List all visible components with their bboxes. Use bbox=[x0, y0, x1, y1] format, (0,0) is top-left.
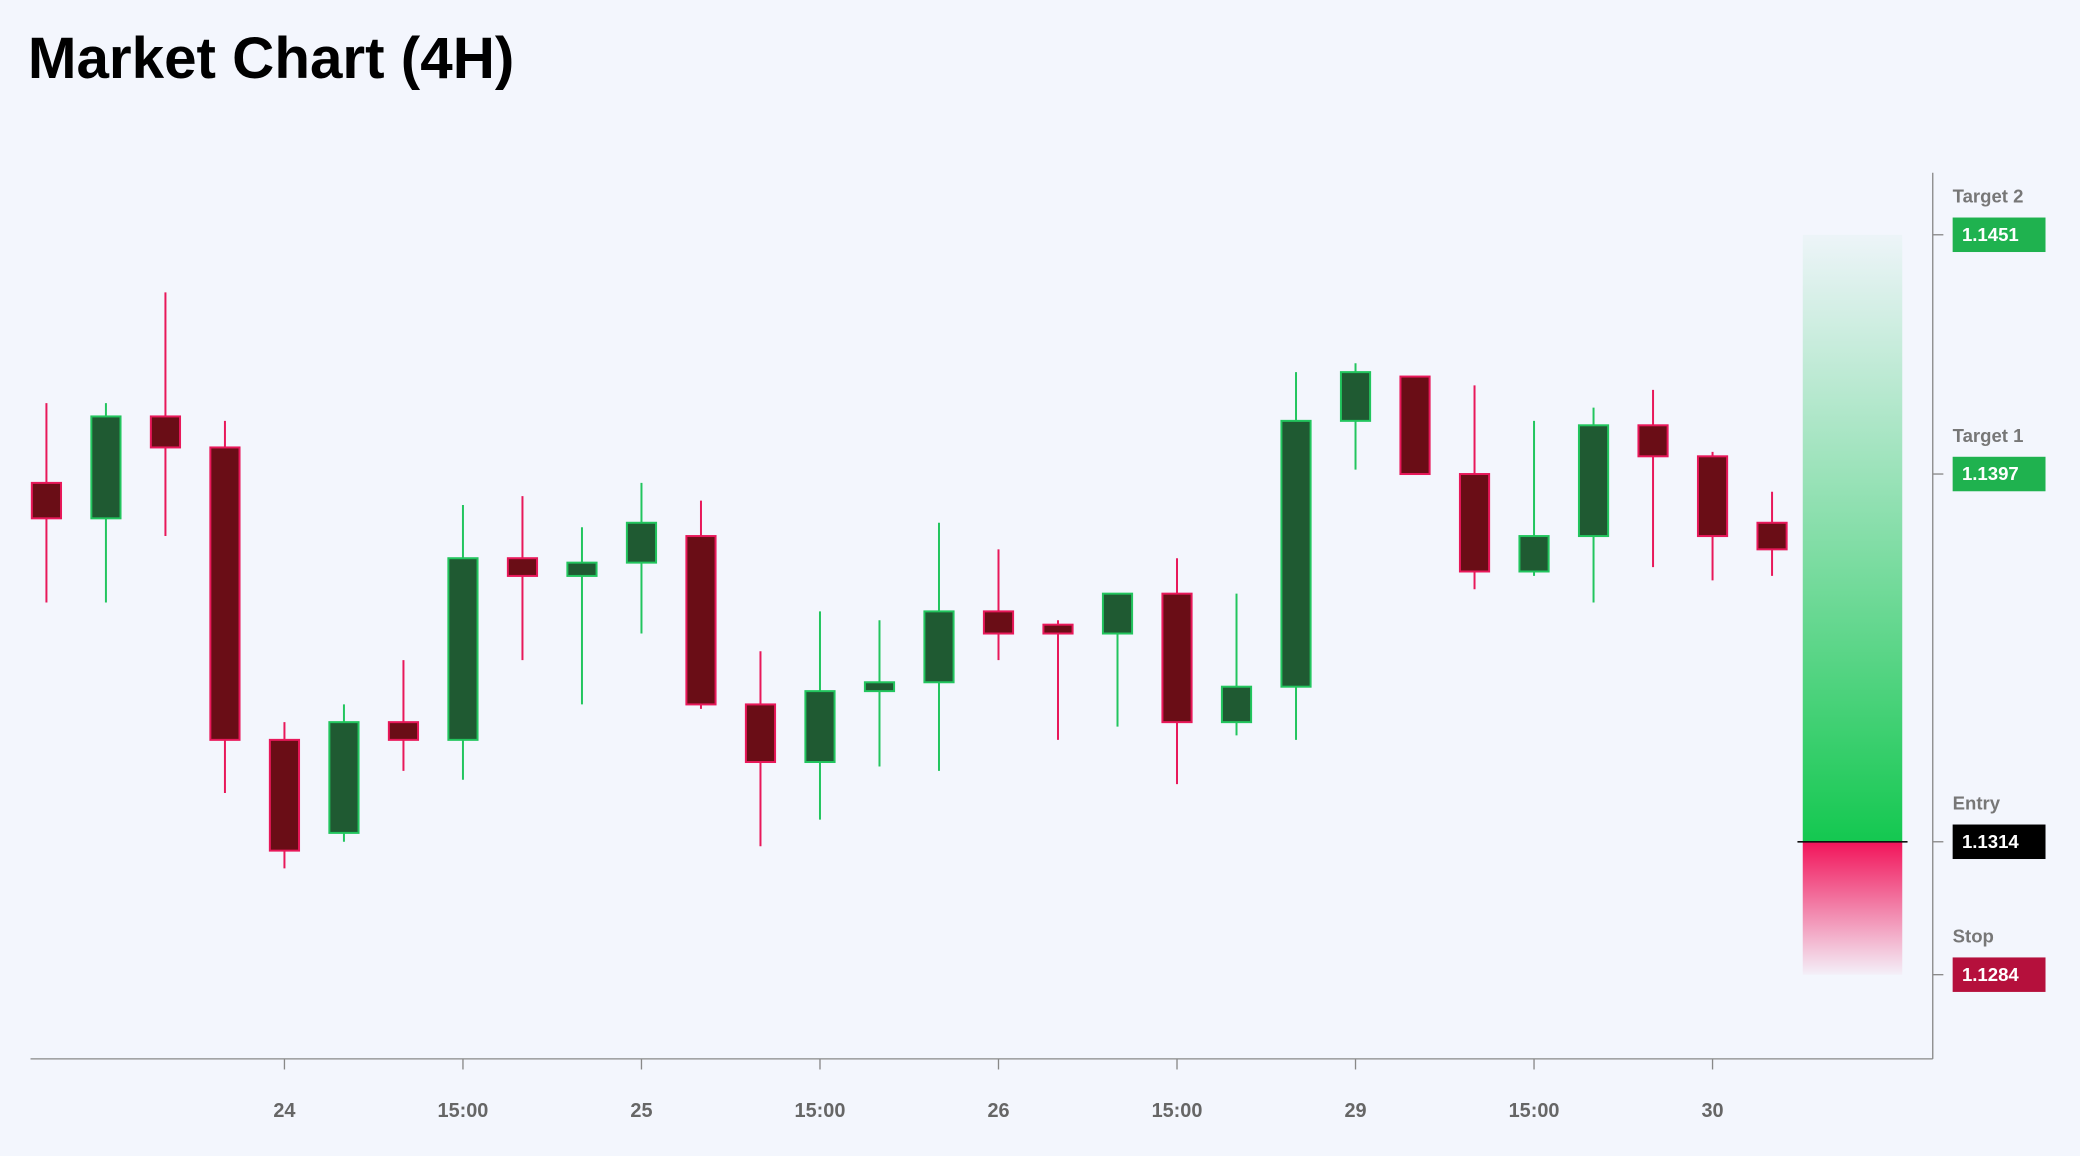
candle-body bbox=[149, 415, 182, 449]
level-value: 1.1397 bbox=[1962, 463, 2019, 484]
candle-body bbox=[1399, 375, 1431, 476]
candle-body bbox=[30, 481, 63, 520]
level-value: 1.1451 bbox=[1962, 224, 2019, 245]
level-badge bbox=[1952, 957, 2046, 992]
chart-title: Market Chart (4H) bbox=[28, 26, 514, 91]
x-tick-label: 24 bbox=[273, 1100, 295, 1122]
candle-body bbox=[1637, 424, 1669, 458]
level-name: Target 1 bbox=[1953, 425, 2024, 446]
candle-body bbox=[387, 721, 420, 741]
candle-body bbox=[625, 521, 658, 564]
candle-body bbox=[923, 610, 955, 684]
candle-body bbox=[1042, 623, 1074, 635]
candle-body bbox=[1756, 521, 1788, 551]
candle-body bbox=[328, 721, 360, 834]
x-tick-label: 25 bbox=[630, 1100, 652, 1122]
profit-zone bbox=[1802, 234, 1903, 842]
candle-body bbox=[982, 610, 1015, 635]
x-tick-label: 26 bbox=[987, 1100, 1009, 1122]
level-name: Entry bbox=[1953, 793, 2001, 814]
candle-body bbox=[1696, 455, 1729, 538]
candle-body bbox=[863, 681, 896, 693]
x-tick-label: 30 bbox=[1701, 1100, 1723, 1122]
candle-body bbox=[685, 535, 717, 706]
candle-body bbox=[1161, 592, 1193, 724]
candle-body bbox=[209, 446, 241, 741]
x-tick-label: 15:00 bbox=[1509, 1100, 1560, 1122]
level-name: Stop bbox=[1953, 925, 1994, 946]
candle-body bbox=[506, 557, 539, 577]
candle-body bbox=[804, 690, 836, 764]
level-badge bbox=[1952, 217, 2046, 253]
candle-body bbox=[1518, 535, 1550, 573]
level-badge bbox=[1952, 456, 2046, 492]
level-name: Target 2 bbox=[1953, 186, 2024, 207]
candle-body bbox=[90, 415, 122, 520]
candle-body bbox=[1339, 371, 1372, 422]
candle-body bbox=[566, 561, 598, 577]
x-tick-label: 15:00 bbox=[438, 1100, 489, 1122]
candle-body bbox=[1458, 473, 1491, 573]
loss-zone bbox=[1802, 841, 1903, 975]
level-value: 1.1284 bbox=[1962, 964, 2019, 985]
x-tick-label: 15:00 bbox=[1152, 1100, 1203, 1122]
candle-body bbox=[744, 703, 777, 764]
candle-body bbox=[1577, 424, 1610, 538]
candle-body bbox=[1101, 592, 1134, 635]
level-badge bbox=[1952, 824, 2046, 860]
x-tick-label: 29 bbox=[1344, 1100, 1366, 1122]
candle-body bbox=[1220, 685, 1253, 724]
candle-body bbox=[1280, 419, 1312, 688]
candle-body bbox=[268, 738, 301, 852]
candle-body bbox=[447, 557, 479, 741]
level-value: 1.1314 bbox=[1962, 831, 2019, 852]
x-tick-label: 15:00 bbox=[795, 1100, 846, 1122]
